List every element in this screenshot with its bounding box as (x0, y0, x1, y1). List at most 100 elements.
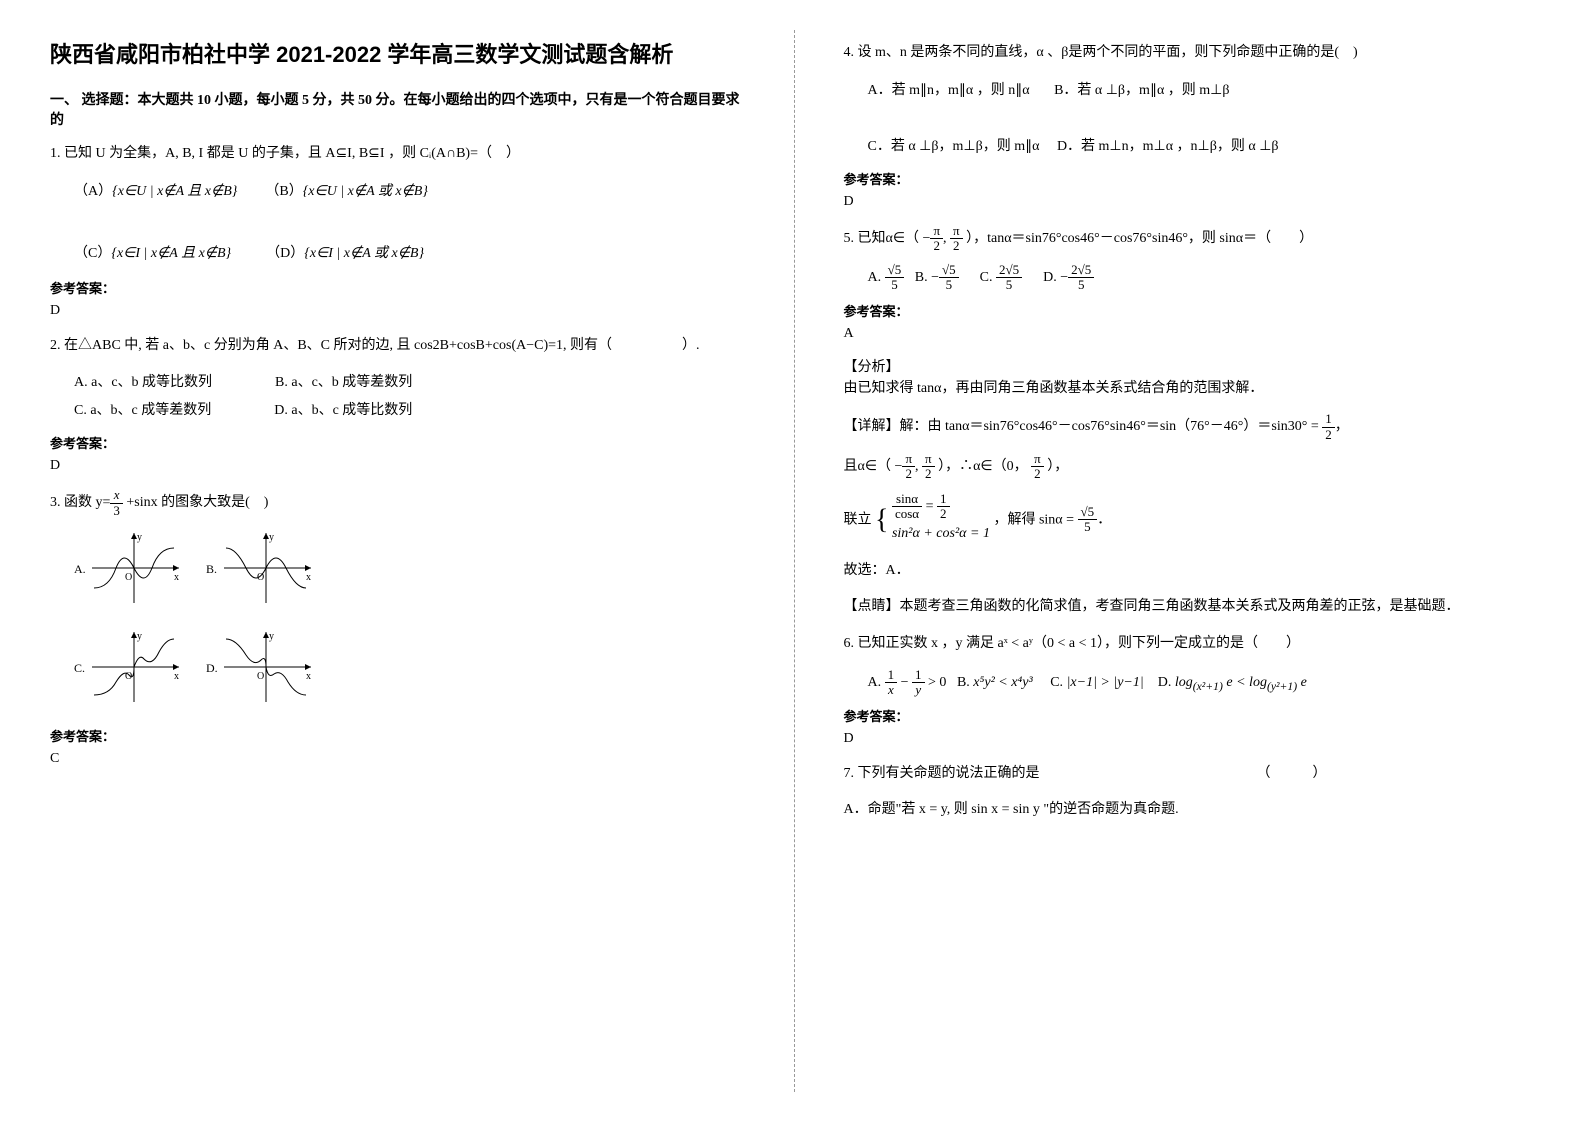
q1-A-txt: {x∈U | x∉A 且 x∉B} (112, 184, 237, 199)
q3-graphs-row1: A. y x O B. y x O (74, 528, 744, 613)
q2-ans: D (50, 458, 744, 474)
q1-text: 1. 已知 U 为全集，A, B, I 都是 U 的子集，且 A⊆I, B⊆I … (50, 146, 520, 161)
q5-D: D. −2√55 (1043, 270, 1094, 285)
q2-C: C. a、b、c 成等差数列 (74, 403, 211, 418)
svg-text:x: x (306, 572, 311, 583)
q5-d3: 联立 (844, 512, 872, 527)
q5-point-txt: 本题考查三角函数的化简求值，考查同角三角函数基本关系式及两角差的正弦，是基础题． (900, 599, 1460, 614)
svg-text:x: x (174, 572, 179, 583)
svg-text:C.: C. (74, 661, 85, 675)
q7-stem: 7. 下列有关命题的说法正确的是 （ ） (844, 761, 1538, 788)
q5-d2c: ）， (1047, 459, 1068, 474)
svg-text:O: O (125, 572, 132, 583)
q5-detail3: 联立 { sinαcosα = 12 sin²α + cos²α = 1 ，解得… (844, 492, 1538, 548)
q3-graphs-row2: C. y x O D. y x O (74, 627, 744, 712)
q2-B: B. a、c、b 成等差数列 (275, 375, 412, 390)
q5-ans: A (844, 326, 1538, 342)
svg-text:O: O (257, 671, 264, 682)
q5-d1: 解：由 tanα＝sin76°cos46°－cos76°sin46°＝sin（7… (900, 419, 1308, 434)
q4-A: A．若 m∥n，m∥α ，则 n∥α (868, 83, 1030, 98)
q6-D: D. log(x²+1) e < log(y²+1) e (1158, 675, 1307, 690)
q3-graph-A: A. y x O (74, 528, 184, 608)
left-column: 陕西省咸阳市柏社中学 2021-2022 学年高三数学文测试题含解析 一、 选择… (0, 0, 794, 1122)
q5-d2b: ），∴α∈（0， (938, 459, 1028, 474)
q4-D: D．若 m⊥n，m⊥α ，n⊥β，则 α ⊥β (1057, 139, 1279, 154)
q2-D: D. a、b、c 成等比数列 (274, 403, 412, 418)
q3-graph-C: C. y x O (74, 627, 184, 707)
q1-B: （B）{x∈U | x∉A 或 x∉B} (265, 184, 428, 199)
q4-stem: 4. 设 m、n 是两条不同的直线，α 、β是两个不同的平面，则下列命题中正确的… (844, 40, 1538, 67)
q5-ans-label: 参考答案： (844, 301, 1538, 320)
svg-text:x: x (306, 671, 311, 682)
svg-text:y: y (269, 631, 274, 642)
q2-options: A. a、c、b 成等比数列 B. a、c、b 成等差数列 C. a、b、c 成… (74, 369, 744, 425)
q1-ans: D (50, 303, 744, 319)
q5-options: A. √55 B. −√55 C. 2√55 D. −2√55 (868, 263, 1538, 293)
svg-text:y: y (137, 631, 142, 642)
q2-A: A. a、c、b 成等比数列 (74, 375, 212, 390)
q3-frac: x3 (110, 488, 123, 518)
q6-stem: 6. 已知正实数 x ，y 满足 aˣ < aʸ（0 < a < 1），则下列一… (844, 631, 1538, 658)
q5-B: B. −√55 (915, 270, 959, 285)
q5-detail: 【详解】解：由 tanα＝sin76°cos46°－cos76°sin46°＝s… (844, 412, 1538, 442)
q3-stem-a: 3. 函数 y= (50, 495, 110, 510)
q3-graph-D: D. y x O (206, 627, 316, 707)
q5-anal1: 由已知求得 tanα，再由同角三角函数基本关系式结合角的范围求解． (844, 376, 1538, 403)
q5-detail-head: 【详解】 (844, 419, 900, 434)
q5-half: 12 (1322, 412, 1335, 442)
q5-d3b: ，解得 sinα (993, 512, 1062, 527)
q5-anal-head: 【分析】 (844, 356, 1538, 376)
q7-A: A．命题"若 x = y, 则 sin x = sin y "的逆否命题为真命题… (844, 797, 1538, 824)
q5-detail2: 且α∈（ −π2, π2 ），∴α∈（0， π2 ）， (844, 452, 1538, 482)
q1-ans-label: 参考答案： (50, 278, 744, 297)
q5-sel: 故选：A． (844, 558, 1538, 585)
q1-C-txt: {x∈I | x∉A 且 x∉B} (111, 246, 231, 261)
q1-stem: 1. 已知 U 为全集，A, B, I 都是 U 的子集，且 A⊆I, B⊆I … (50, 141, 744, 168)
right-column: 4. 设 m、n 是两条不同的直线，α 、β是两个不同的平面，则下列命题中正确的… (794, 0, 1587, 1122)
q5-point-head: 【点睛】 (844, 599, 900, 614)
q4-C: C．若 α ⊥β，m⊥β，则 m∥α (868, 139, 1040, 154)
svg-text:A.: A. (74, 562, 86, 576)
q5-d2a: 且α∈（ (844, 459, 892, 474)
q5-b: ），tanα＝sin76°cos46°－cos76°sin46°，则 sinα＝… (966, 231, 1313, 246)
q5-range1: −π2, π2 (923, 231, 963, 246)
doc-title: 陕西省咸阳市柏社中学 2021-2022 学年高三数学文测试题含解析 (50, 40, 744, 71)
q6-A: A. 1x − 1y > 0 (868, 675, 947, 690)
q6-B: B. x⁵y² < x⁴y³ (957, 675, 1033, 690)
q6-a: 6. 已知正实数 x ，y 满足 aˣ < aʸ（0 < a < 1），则下列一… (844, 636, 1301, 651)
q3-stem: 3. 函数 y=x3 +sinx 的图象大致是( ) (50, 488, 744, 518)
q3-graph-B: B. y x O (206, 528, 316, 608)
q5-A: A. √55 (868, 270, 905, 285)
svg-text:D.: D. (206, 661, 218, 675)
q2-stem: 2. 在△ABC 中, 若 a、b、c 分别为角 A、B、C 所对的边, 且 c… (50, 333, 744, 360)
q6-ans: D (844, 731, 1538, 747)
svg-text:B.: B. (206, 562, 217, 576)
q4-ans: D (844, 194, 1538, 210)
svg-text:x: x (174, 671, 179, 682)
q1-A: （A）{x∈U | x∉A 且 x∉B} (74, 184, 237, 199)
q2-ans-label: 参考答案： (50, 433, 744, 452)
q1-D-txt: {x∈I | x∉A 或 x∉B} (304, 246, 424, 261)
q5-a: 5. 已知α∈（ (844, 231, 920, 246)
svg-text:y: y (137, 532, 142, 543)
q4-ans-label: 参考答案： (844, 169, 1538, 188)
q5-point: 【点睛】本题考查三角函数的化简求值，考查同角三角函数基本关系式及两角差的正弦，是… (844, 594, 1538, 621)
q1-D: （D）{x∈I | x∉A 或 x∉B} (266, 246, 424, 261)
brace-icon: { (875, 504, 888, 535)
q3-ans-label: 参考答案： (50, 726, 744, 745)
q3-stem-b: +sinx 的图象大致是( ) (123, 495, 269, 510)
q4-B: B．若 α ⊥β，m∥α ，则 m⊥β (1054, 83, 1229, 98)
q1-B-txt: {x∈U | x∉A 或 x∉B} (303, 184, 428, 199)
q6-ans-label: 参考答案： (844, 706, 1538, 725)
q6-C: C. |x−1| > |y−1| (1050, 675, 1144, 690)
q1-options: （A）{x∈U | x∉A 且 x∉B} （B）{x∈U | x∉A 或 x∉B… (74, 177, 744, 269)
q1-C: （C）{x∈I | x∉A 且 x∉B} (74, 246, 231, 261)
q5-system: sinαcosα = 12 sin²α + cos²α = 1 (892, 492, 990, 548)
q5-stem: 5. 已知α∈（ −π2, π2 ），tanα＝sin76°cos46°－cos… (844, 224, 1538, 254)
q5-C: C. 2√55 (980, 270, 1022, 285)
svg-text:y: y (269, 532, 274, 543)
section-1-heading: 一、 选择题：本大题共 10 小题，每小题 5 分，共 50 分。在每小题给出的… (50, 89, 744, 129)
q6-options: A. 1x − 1y > 0 B. x⁵y² < x⁴y³ C. |x−1| >… (868, 668, 1538, 698)
q4-options: A．若 m∥n，m∥α ，则 n∥α B．若 α ⊥β，m∥α ，则 m⊥β C… (868, 77, 1538, 161)
q3-ans: C (50, 751, 744, 767)
